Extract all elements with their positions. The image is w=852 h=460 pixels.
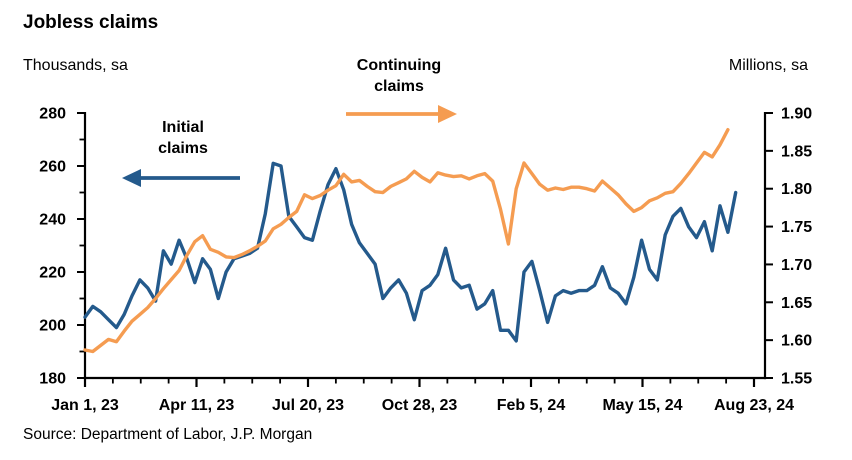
left-axis-tick-label: 180: [39, 371, 66, 388]
left-axis-tick-label: 260: [39, 159, 66, 176]
right-axis-tick-label: 1.55: [781, 371, 812, 388]
right-axis-tick-label: 1.90: [781, 106, 812, 123]
left-axis-tick-label: 220: [39, 265, 66, 282]
right-axis-tick-label: 1.75: [781, 219, 812, 236]
x-axis-tick-label: Feb 5, 24: [497, 397, 566, 414]
right-axis-tick-label: 1.65: [781, 295, 812, 312]
continuing-claims-arrow-head: [438, 105, 457, 123]
x-axis-tick-label: Aug 23, 24: [714, 397, 794, 414]
left-axis-tick-label: 240: [39, 212, 66, 229]
initial-claims-annotation-line2: claims: [158, 140, 208, 157]
left-axis-unit-label: Thousands, sa: [23, 57, 128, 74]
right-axis-unit-label: Millions, sa: [728, 57, 808, 74]
left-axis-tick-label: 280: [39, 106, 66, 123]
x-axis-tick-label: Apr 11, 23: [159, 397, 235, 414]
right-axis-tick-label: 1.70: [781, 257, 812, 274]
source-note: Source: Department of Labor, J.P. Morgan: [23, 426, 313, 443]
x-axis-tick-label: May 15, 24: [602, 397, 682, 414]
x-axis-tick-label: Oct 28, 23: [382, 397, 458, 414]
continuing-claims-line: [83, 127, 730, 354]
initial-claims-annotation-line1: Initial: [162, 119, 204, 136]
x-axis-tick-label: Jul 20, 23: [272, 397, 344, 414]
initial-claims-arrow-head: [122, 169, 141, 187]
initial-claims-line: [83, 161, 738, 343]
continuing-claims-annotation-line1: Continuing: [356, 57, 442, 74]
right-axis-tick-label: 1.60: [781, 333, 812, 350]
x-axis-tick-label: Jan 1, 23: [51, 397, 119, 414]
initial-claims-annotation: Initial claims: [108, 117, 258, 159]
chart-title: Jobless claims: [23, 12, 159, 33]
right-axis-tick-label: 1.80: [781, 181, 812, 198]
left-axis-tick-label: 200: [39, 318, 66, 335]
continuing-claims-annotation: Continuing claims: [324, 55, 474, 97]
right-axis-tick-label: 1.85: [781, 143, 812, 160]
continuing-claims-annotation-line2: claims: [374, 78, 424, 95]
